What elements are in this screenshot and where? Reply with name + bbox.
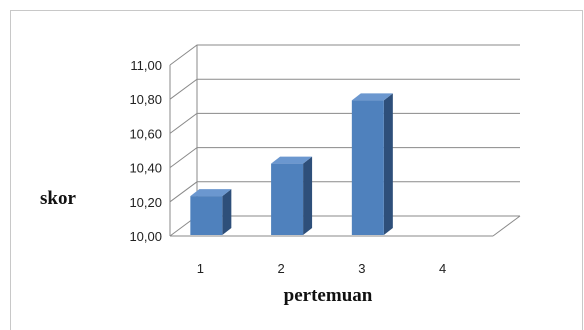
bar-top (351, 93, 393, 101)
y-tick-label: 10,00 (129, 229, 162, 244)
bar-top (190, 189, 232, 197)
chart-frame (10, 10, 583, 330)
gridline (169, 112, 520, 134)
y-tick-label: 11,00 (130, 58, 162, 73)
y-tick-labels: 10,00 10,20 10,40 10,60 10,80 11,00 (129, 58, 162, 244)
bar-chart-3d: 10,00 10,20 10,40 10,60 10,80 11,00 1 2 3 4 skor… (40, 44, 521, 306)
x-tick-label: 4 (439, 261, 446, 276)
y-axis-title: skor (40, 188, 76, 209)
gridline (169, 147, 520, 169)
y-tick-label: 10,20 (129, 195, 162, 210)
bar (190, 189, 232, 235)
y-tick-label: 10,40 (129, 161, 162, 176)
bar-side (222, 189, 232, 235)
bar (351, 93, 393, 235)
bar-front (351, 100, 384, 235)
x-axis-title: pertemuan (284, 285, 373, 306)
x-tick-label: 2 (277, 261, 284, 276)
x-tick-label: 1 (197, 261, 204, 276)
bars (190, 93, 393, 235)
y-tick-label: 10,80 (129, 92, 162, 107)
bar-top (271, 156, 313, 164)
gridline (169, 78, 520, 100)
x-tick-label: 3 (358, 261, 365, 276)
x-tick-labels: 1 2 3 4 (197, 261, 446, 276)
y-tick-label: 10,60 (129, 126, 162, 141)
bar-front (271, 163, 304, 235)
gridline (169, 44, 520, 66)
floor-right-edge (492, 215, 521, 237)
bar-side (303, 156, 313, 235)
gridline (169, 181, 520, 203)
bar (271, 156, 313, 235)
gridlines (169, 44, 521, 237)
bar-front (190, 196, 223, 235)
bar-side (383, 93, 393, 235)
